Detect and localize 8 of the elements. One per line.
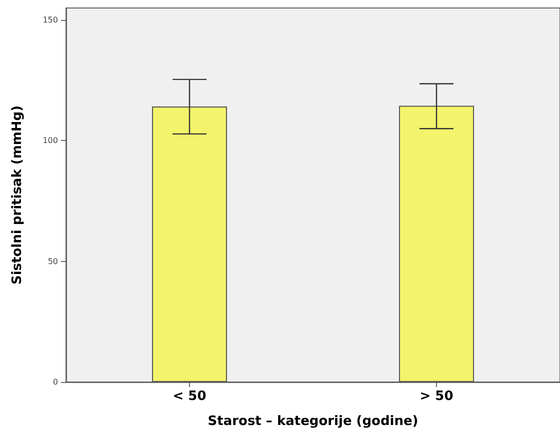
y-tick-label: 150 bbox=[42, 16, 58, 25]
y-tick-label: 100 bbox=[42, 136, 58, 146]
x-tick-label: < 50 bbox=[172, 389, 206, 404]
y-axis-title: Sistolni pritisak (mmHg) bbox=[10, 105, 25, 285]
x-tick-label: > 50 bbox=[420, 389, 454, 404]
y-tick-label: 0 bbox=[52, 378, 58, 386]
x-axis-title: Starost – kategorije (godine) bbox=[208, 414, 418, 429]
y-tick-label: 50 bbox=[48, 256, 58, 266]
